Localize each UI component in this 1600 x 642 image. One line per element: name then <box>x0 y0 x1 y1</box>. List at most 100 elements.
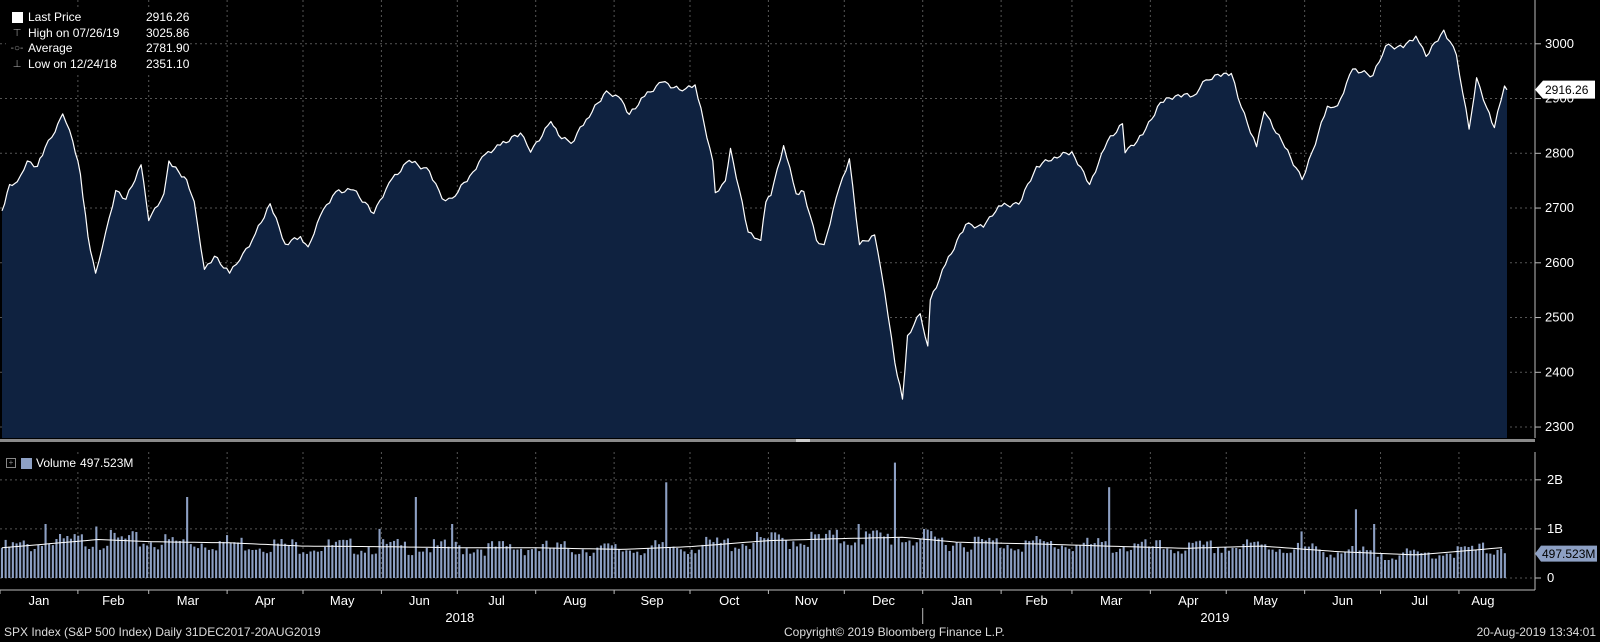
volume-bar <box>1111 552 1114 578</box>
volume-bar <box>262 551 265 578</box>
volume-panel <box>0 462 1506 578</box>
volume-bar <box>1126 551 1129 578</box>
volume-bar <box>1278 549 1281 578</box>
month-tick-label: Jan <box>28 593 49 608</box>
volume-bar <box>1398 555 1401 578</box>
volume-bar <box>1380 553 1383 578</box>
price-tick-label: 2400 <box>1545 364 1574 379</box>
volume-bar <box>1423 552 1426 578</box>
volume-bar <box>872 530 875 578</box>
volume-bar <box>1046 542 1049 578</box>
volume-bar <box>131 531 134 578</box>
volume-bar <box>1496 550 1499 578</box>
volume-bar <box>1463 546 1466 578</box>
volume-bar <box>360 550 363 578</box>
volume-bar <box>643 553 646 578</box>
volume-bar <box>458 545 461 578</box>
volume-bar <box>545 540 548 578</box>
volume-bar <box>705 536 708 578</box>
volume-bar <box>425 548 428 578</box>
volume-bar <box>632 552 635 578</box>
volume-bar <box>48 543 51 578</box>
volume-bar <box>763 538 766 578</box>
volume-bar <box>80 534 83 578</box>
volume-bar <box>1039 539 1042 578</box>
volume-bar <box>1456 546 1459 578</box>
volume-bar <box>628 550 631 578</box>
volume-bar <box>574 554 577 578</box>
volume-bar <box>1409 550 1412 578</box>
volume-bar <box>897 538 900 578</box>
legend-label: Average <box>28 41 73 55</box>
volume-bar <box>785 540 788 578</box>
volume-bar <box>599 545 602 578</box>
volume-bar <box>1300 531 1303 578</box>
volume-bar <box>923 529 926 578</box>
volume-legend[interactable]: + Volume 497.523M <box>6 456 134 470</box>
volume-bar <box>436 545 439 578</box>
legend-item-average[interactable]: -○- Average 2781.90 <box>6 41 190 57</box>
legend-square-icon <box>6 10 28 26</box>
month-tick-label: Apr <box>255 593 276 608</box>
volume-bar <box>73 534 76 578</box>
expand-icon[interactable]: + <box>6 458 16 468</box>
volume-bar <box>672 546 675 578</box>
volume-bar <box>690 549 693 578</box>
footer-timestamp: 20-Aug-2019 13:34:01 <box>1476 625 1596 639</box>
volume-bar <box>157 549 160 578</box>
volume-bar <box>1060 545 1063 578</box>
volume-bar <box>171 537 174 578</box>
volume-bar <box>451 524 454 578</box>
legend-item-last-price[interactable]: Last Price 2916.26 <box>6 10 189 26</box>
volume-bar <box>1333 557 1336 578</box>
volume-bar <box>658 544 661 578</box>
volume-bar <box>665 482 668 578</box>
volume-bar <box>1206 541 1209 578</box>
volume-bar <box>766 538 769 578</box>
volume-bar <box>55 539 58 578</box>
volume-bar <box>316 551 319 578</box>
volume-bar <box>244 550 247 578</box>
volume-bar <box>1264 544 1267 578</box>
year-label: 2018 <box>445 610 474 625</box>
legend-item-high[interactable]: ⊤ High on 07/26/19 3025.86 <box>6 26 190 42</box>
legend-item-low[interactable]: ⊥ Low on 12/24/18 2351.10 <box>6 57 190 73</box>
volume-bar <box>1093 543 1096 578</box>
volume-bar <box>1358 550 1361 578</box>
volume-bar <box>614 544 617 578</box>
volume-bar <box>233 542 236 578</box>
volume-bar <box>280 539 283 578</box>
volume-bar <box>625 550 628 578</box>
volume-bar <box>1119 548 1122 578</box>
volume-bar <box>1231 547 1234 578</box>
volume-bar <box>1325 557 1328 578</box>
volume-bar <box>563 541 566 578</box>
volume-bar <box>1376 556 1379 578</box>
volume-bar <box>204 547 207 578</box>
footer-ticker-info: SPX Index (S&P 500 Index) Daily 31DEC201… <box>4 625 321 639</box>
volume-bar <box>62 538 65 578</box>
volume-bar <box>1180 553 1183 578</box>
volume-bar <box>1434 558 1437 578</box>
volume-bar <box>1053 547 1056 578</box>
volume-bar <box>313 550 316 578</box>
volume-bar <box>1042 541 1045 578</box>
volume-bar <box>178 541 181 578</box>
volume-bar <box>414 497 417 578</box>
last-volume-tag <box>1535 545 1597 562</box>
volume-bar <box>1344 552 1347 578</box>
volume-bar <box>385 543 388 578</box>
volume-bar <box>1031 540 1034 578</box>
volume-bar <box>1021 551 1024 578</box>
volume-bar <box>1256 541 1259 578</box>
volume-bar <box>810 531 813 578</box>
volume-bar <box>639 555 642 578</box>
volume-bar <box>966 551 969 578</box>
volume-bar <box>403 541 406 578</box>
volume-bar <box>1253 541 1256 578</box>
volume-bar <box>124 538 127 578</box>
volume-bar <box>476 549 479 578</box>
volume-bar <box>694 553 697 578</box>
volume-bar <box>269 551 272 578</box>
volume-bar <box>730 551 733 578</box>
